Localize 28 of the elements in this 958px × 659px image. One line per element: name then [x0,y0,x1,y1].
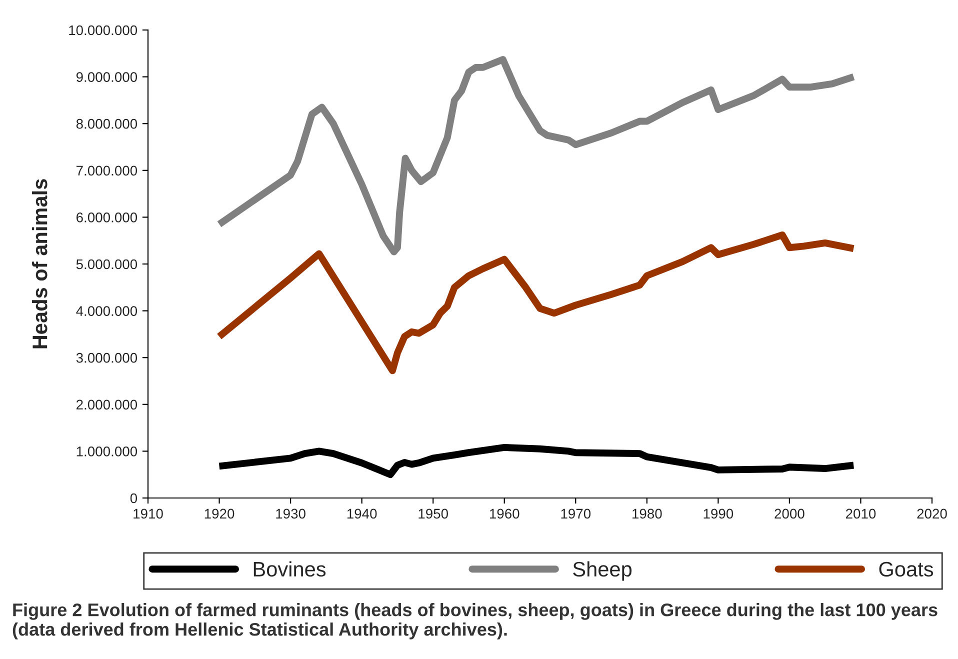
x-tick-label: 2020 [917,508,947,519]
x-tick-label: 1920 [204,508,234,519]
y-tick-label: 9.000.000 [76,72,138,82]
y-tick-label: 4.000.000 [76,306,138,316]
y-tick-label: 1.000.000 [76,446,138,456]
legend-label: Goats [879,562,934,577]
legend-label: Bovines [254,561,326,577]
x-tick-label: 1990 [704,508,734,519]
x-tick-label: 2000 [774,508,804,519]
y-axis-title: Heads of animals [32,179,48,348]
caption: Figure 2 Evolution of farmed ruminants (heads of bovines, sheep, goats) in Greece during the last 100 years (data derived from Hellenic Statistical Authority archives). [12,603,938,640]
y-tick-label: 5.000.000 [76,259,138,270]
y-tick-label: 10.000.000 [69,25,138,36]
x-tick-label: 1970 [561,508,591,519]
x-tick-label: 1910 [134,508,163,519]
y-tick-label: 0 [130,493,138,504]
x-tick-label: 1980 [632,508,662,519]
legend-label: Sheep [573,561,632,581]
x-tick-label: 1940 [347,508,377,519]
y-tick-label: 8.000.000 [76,118,138,129]
y-tick-label: 6.000.000 [76,212,138,222]
y-tick-label: 3.000.000 [76,352,138,363]
x-tick-label: 1960 [490,508,520,519]
x-tick-label: 1930 [276,508,306,519]
x-tick-label: 2010 [846,508,876,519]
y-tick-label: 7.000.000 [76,166,138,176]
x-tick-label: 1950 [418,508,448,519]
y-tick-label: 2.000.000 [76,400,138,410]
